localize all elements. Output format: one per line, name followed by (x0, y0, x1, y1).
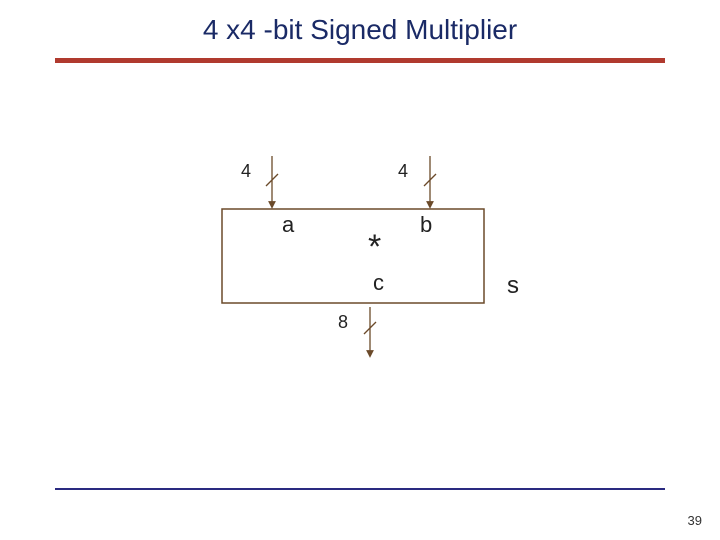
label-star: * (368, 228, 381, 266)
label-a-width: 4 (241, 161, 251, 181)
label-b-width: 4 (398, 161, 408, 181)
label-b: b (420, 212, 432, 237)
label-c: c (373, 270, 384, 295)
multiplier-box (222, 209, 484, 303)
label-a: a (282, 212, 295, 237)
page-number: 39 (688, 513, 702, 528)
label-c-width: 8 (338, 312, 348, 332)
label-s: s (507, 272, 519, 299)
multiplier-diagram: 4 4 8 a b * c s (0, 0, 720, 540)
